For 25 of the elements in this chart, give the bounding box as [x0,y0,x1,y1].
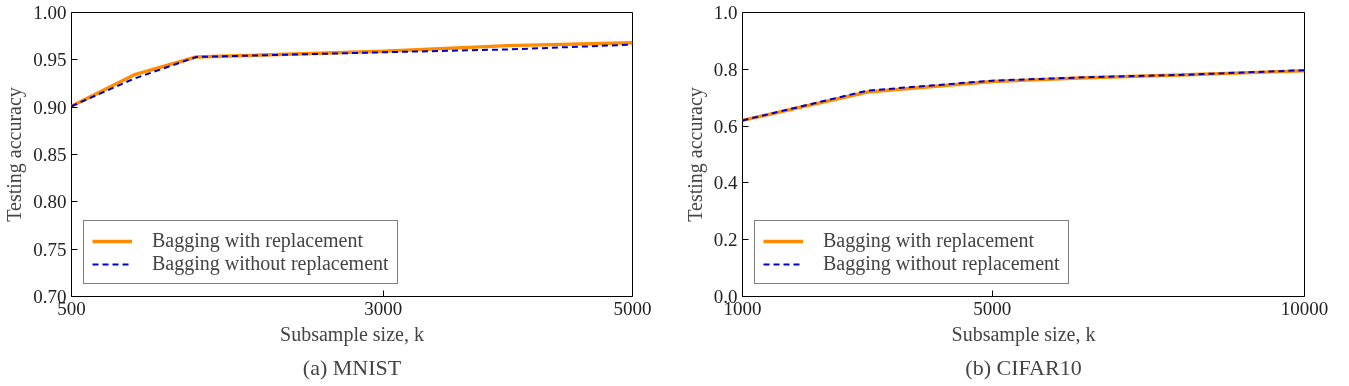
y-tick-label: 0.75 [33,238,67,260]
y-tick-label: 0.95 [33,49,67,71]
legend-label: Bagging without replacement [152,252,389,275]
legend-label: Bagging with replacement [152,229,364,252]
y-tick-label: 0.80 [33,191,67,213]
y-tick-label: 1.0 [713,2,738,23]
x-tick-label: 5000 [973,297,1012,319]
y-tick-label: 0.6 [713,115,738,137]
y-tick-label: 0.4 [713,172,738,194]
y-tick-label: 0.8 [713,58,738,80]
text: (b) CIFAR10 [965,354,1082,380]
y-tick-label: 0.2 [713,229,738,251]
x-tick-label: 3000 [364,297,403,319]
x-axis-title: Subsample size, k [280,322,424,346]
x-tick-label: 10000 [1280,297,1329,319]
x-tick-label: 5000 [613,297,652,319]
legend-label: Bagging without replacement [823,252,1060,275]
y-tick-label: 1.00 [33,2,67,23]
text: (a) MNIST [302,354,402,380]
legend-label: Bagging with replacement [823,229,1035,252]
y-axis-title: Testing accuracy [3,87,27,222]
x-axis-title: Subsample size, k [951,322,1096,346]
y-tick-label: 0.90 [33,96,67,118]
y-axis-title: Testing accuracy [683,87,707,222]
y-tick-label: 0.85 [33,144,67,165]
